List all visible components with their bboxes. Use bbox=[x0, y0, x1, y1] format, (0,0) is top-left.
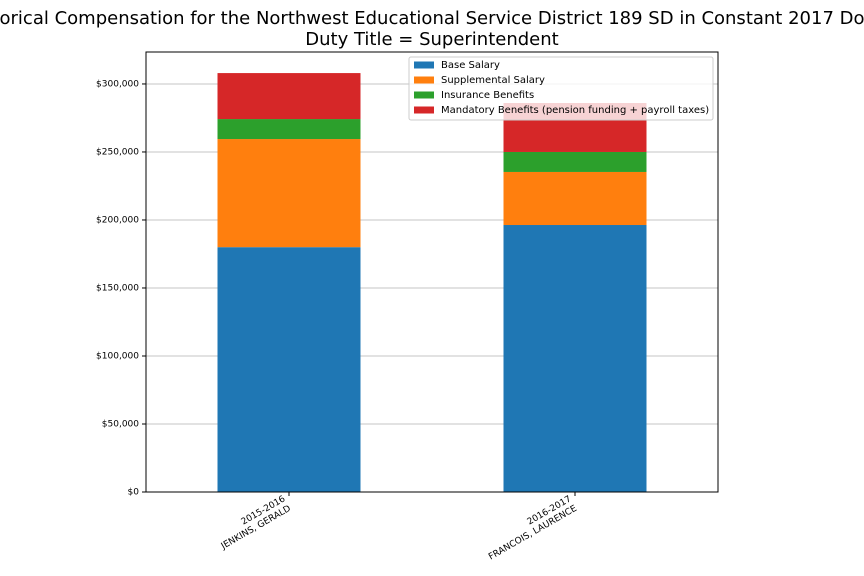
legend-label: Mandatory Benefits (pension funding + pa… bbox=[441, 105, 709, 116]
axes-frame bbox=[145, 51, 719, 493]
legend-label: Insurance Benefits bbox=[441, 90, 534, 101]
y-tick-label: $300,000 bbox=[96, 79, 139, 89]
bar-segment bbox=[217, 247, 361, 492]
y-tick-label: $250,000 bbox=[96, 147, 139, 157]
legend-swatch bbox=[414, 106, 434, 114]
y-tick-label: $100,000 bbox=[96, 351, 139, 361]
y-tick-label: $150,000 bbox=[96, 283, 139, 293]
chart-subtitle: Duty Title = Superintendent bbox=[305, 29, 558, 50]
y-tick-label: $0 bbox=[128, 488, 140, 498]
bar-segment bbox=[503, 151, 647, 172]
chart-title: orical Compensation for the Northwest Ed… bbox=[0, 8, 864, 29]
bar-segment bbox=[503, 171, 647, 226]
bar-segment bbox=[217, 73, 361, 120]
legend-label: Supplemental Salary bbox=[441, 75, 545, 86]
legend-label: Base Salary bbox=[441, 60, 500, 71]
x-tick-label: FRANCOIS, LAURENCE bbox=[487, 504, 579, 563]
legend-box bbox=[408, 56, 714, 121]
bar-segment bbox=[503, 225, 647, 492]
legend-swatch bbox=[414, 61, 434, 69]
y-tick-label: $200,000 bbox=[96, 215, 139, 225]
legend-swatch bbox=[414, 76, 434, 84]
bar-segment bbox=[217, 139, 361, 248]
y-tick-label: $50,000 bbox=[102, 419, 139, 429]
bar-segment bbox=[217, 119, 361, 140]
legend-swatch bbox=[414, 91, 434, 99]
